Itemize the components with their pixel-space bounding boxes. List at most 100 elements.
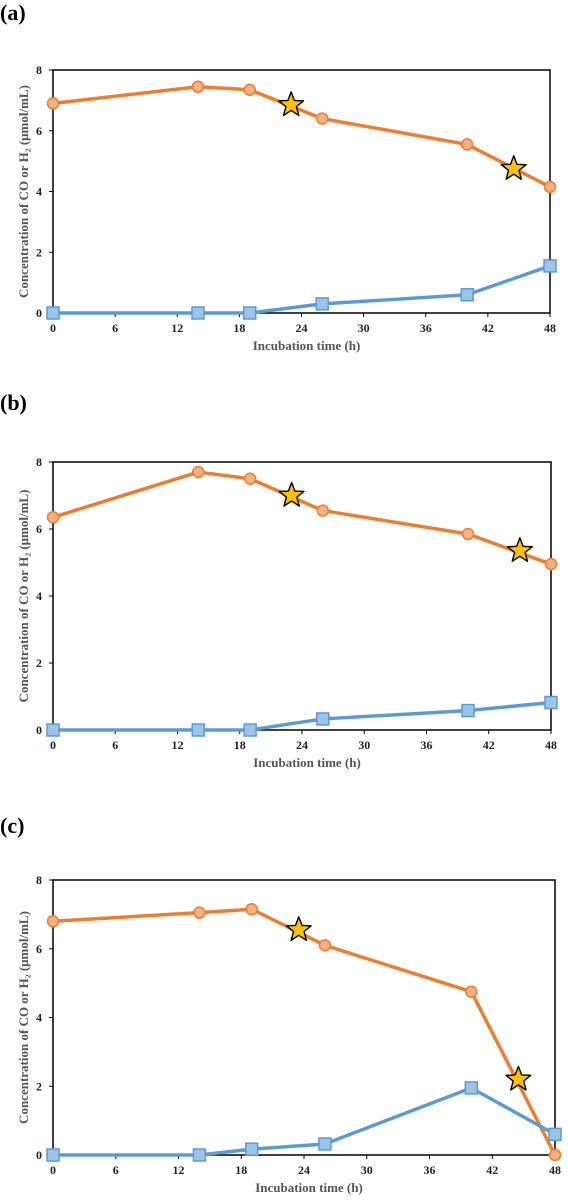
co-data-point [243, 83, 256, 96]
h2-data-point [460, 288, 474, 302]
co-data-point [193, 906, 206, 919]
y-axis-title: Concentration of CO or H₂ (μmol/mL) [16, 911, 31, 1124]
h2-data-point [191, 306, 205, 320]
h2-data-point [316, 712, 330, 726]
co-data-point [461, 527, 475, 541]
h2-series-line [53, 1086, 556, 1157]
h2-series-line [53, 700, 552, 732]
h2-data-point [544, 695, 558, 710]
x-tick-label: 24 [296, 321, 308, 335]
co-data-point [315, 112, 329, 125]
x-tick-label: 6 [112, 738, 118, 752]
h2-data-point [464, 1081, 479, 1095]
h2-data-point [315, 297, 329, 311]
co-data-point [543, 180, 557, 194]
co-data-point [460, 138, 474, 151]
h2-data-point [243, 723, 257, 737]
y-tick-label: 4 [36, 1011, 42, 1025]
co-data-point [465, 985, 478, 998]
x-axis-title: Incubation time (h) [253, 755, 361, 770]
panel-b: (b) 0 6 12 18 24 30 36 42 48 0 2 4 6 8 Incubation time… [0, 390, 568, 790]
y-tick-label: 0 [36, 723, 42, 737]
x-tick-label: 42 [483, 738, 495, 752]
x-tick-label: 24 [298, 1163, 310, 1177]
x-tick-label: 36 [424, 1163, 436, 1177]
co-series-line [52, 907, 557, 1156]
x-tick-label: 12 [172, 738, 184, 752]
y-tick-label: 6 [36, 124, 42, 138]
y-tick-label: 8 [36, 63, 42, 77]
x-tick-label: 6 [112, 321, 118, 335]
y-tick-label: 6 [36, 522, 42, 536]
co-data-point [46, 97, 60, 110]
y-axis-title: Concentration of CO or H₂ (μmol/mL) [16, 85, 31, 298]
h2-series-line [53, 264, 551, 315]
x-axis-title: Incubation time (h) [253, 338, 361, 353]
h2-data-point [242, 306, 257, 320]
co-data-point [318, 939, 332, 952]
y-tick-label: 6 [36, 942, 42, 956]
y-tick-label: 4 [36, 185, 42, 199]
y-tick-label: 0 [36, 306, 42, 320]
plot-frame [52, 69, 551, 314]
co-data-point [243, 472, 257, 485]
y-tick-label: 8 [36, 873, 42, 887]
x-tick-label: 42 [486, 1163, 498, 1177]
x-tick-label: 36 [420, 321, 432, 335]
x-tick-label: 6 [113, 1163, 119, 1177]
x-tick-label: 0 [50, 321, 56, 335]
y-tick-label: 8 [36, 455, 42, 469]
h2-data-point [192, 1148, 207, 1162]
x-tick-label: 12 [173, 1163, 185, 1177]
h2-data-point [46, 306, 60, 320]
panel-c: (c) 0 6 12 18 24 30 36 42 48 0 2 4 6 8 Incubation time… [0, 813, 568, 1200]
x-tick-label: 30 [361, 1163, 373, 1177]
star-marker [285, 916, 312, 942]
x-tick-label: 48 [549, 1163, 561, 1177]
h2-data-point [461, 703, 475, 718]
star-marker [500, 155, 527, 180]
x-tick-label: 12 [171, 321, 183, 335]
x-tick-label: 42 [482, 321, 494, 335]
panel-label: (b) [0, 390, 27, 415]
star-marker [278, 91, 305, 117]
y-tick-label: 2 [36, 1079, 42, 1093]
x-tick-label: 36 [421, 738, 433, 752]
x-tick-label: 0 [50, 738, 56, 752]
h2-data-point [548, 1127, 562, 1142]
x-tick-label: 0 [50, 1163, 56, 1177]
x-tick-label: 18 [234, 738, 246, 752]
h2-data-point [244, 1142, 259, 1156]
co-data-point [46, 511, 60, 524]
h2-data-point [191, 723, 205, 737]
star-marker [506, 537, 533, 562]
panel-label: (c) [0, 813, 25, 838]
star-marker [505, 1065, 532, 1091]
plot-frame [52, 879, 556, 1156]
co-data-point [316, 504, 329, 517]
h2-data-point [46, 1148, 60, 1162]
y-tick-label: 0 [36, 1148, 42, 1162]
panel-label: (a) [0, 0, 26, 25]
co-data-point [544, 557, 558, 571]
y-tick-label: 2 [36, 656, 42, 670]
co-data-point [46, 915, 60, 928]
x-tick-label: 18 [233, 321, 245, 335]
co-data-point [245, 902, 258, 916]
star-marker [278, 481, 305, 507]
y-axis-title: Concentration of CO or H₂ (μmol/mL) [16, 490, 31, 703]
panel-a: (a) 0 6 12 18 24 30 36 42 48 0 2 4 6 8 Incubation time… [0, 0, 568, 380]
h2-data-point [543, 259, 557, 273]
x-tick-label: 30 [358, 321, 370, 335]
h2-data-point [46, 723, 60, 737]
co-data-point [191, 80, 205, 93]
x-tick-label: 48 [545, 738, 557, 752]
h2-data-point [318, 1137, 332, 1151]
co-data-point [192, 465, 205, 479]
y-tick-label: 4 [36, 589, 42, 603]
y-tick-label: 2 [36, 245, 42, 259]
x-tick-label: 18 [235, 1163, 247, 1177]
